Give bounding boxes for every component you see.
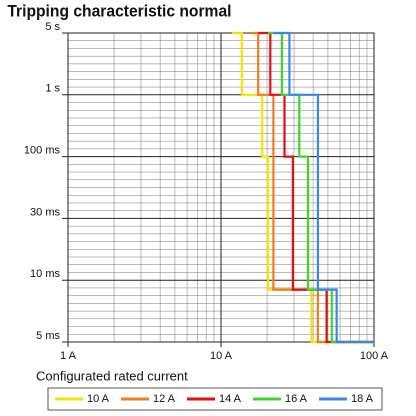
x-tick-label: 10 A: [210, 350, 233, 362]
series-line: [258, 31, 374, 344]
y-tick-label: 5 s: [45, 21, 60, 33]
chart-title: Tripping characteristic normal: [7, 2, 231, 21]
legend-label: 14 A: [219, 393, 242, 405]
y-tick-label: 10 ms: [30, 268, 60, 280]
y-tick-label: 1 s: [45, 83, 60, 95]
y-tick-label: 30 ms: [30, 206, 60, 218]
series-line: [231, 31, 374, 344]
y-tick-label: 5 ms: [36, 330, 60, 342]
x-tick-label: 100 A: [360, 350, 389, 362]
series-line: [268, 31, 374, 344]
legend-label: 18 A: [351, 393, 374, 405]
legend-label: 12 A: [153, 393, 176, 405]
series-line: [273, 31, 374, 344]
legend-label: 10 A: [87, 393, 110, 405]
x-tick-label: 1 A: [60, 350, 77, 362]
legend-title: Configurated rated current: [36, 368, 188, 383]
y-tick-label: 100 ms: [24, 145, 61, 157]
legend-label: 16 A: [285, 393, 308, 405]
plot-frame: [67, 32, 375, 343]
legend-box: [47, 387, 383, 411]
series-line: [250, 31, 374, 344]
